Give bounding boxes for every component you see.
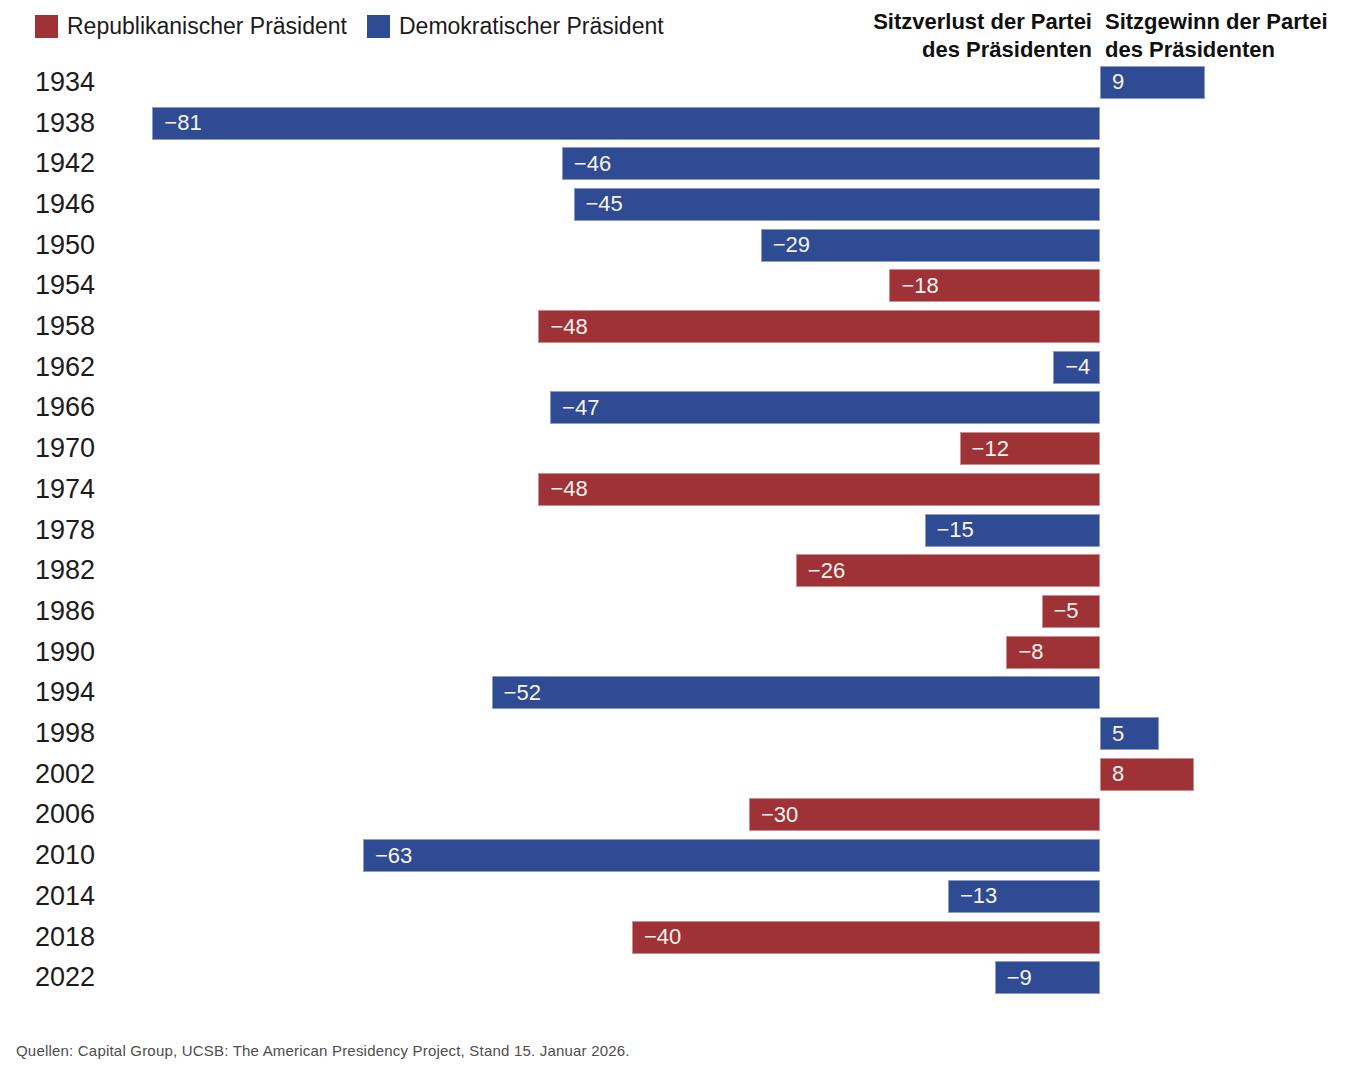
bar-1994: −52 xyxy=(492,676,1100,709)
bar-1958: −48 xyxy=(538,310,1100,343)
year-label-2014: 2014 xyxy=(35,876,105,917)
bar-1946: −45 xyxy=(574,188,1101,221)
bar-value-label: 8 xyxy=(1101,761,1124,787)
bar-value-label: −5 xyxy=(1043,598,1079,624)
midterm-seat-change-chart: Republikanischer Präsident Demokratische… xyxy=(0,0,1351,1080)
legend-item-democrat: Demokratischer Präsident xyxy=(367,13,664,40)
legend: Republikanischer Präsident Demokratische… xyxy=(35,13,664,40)
bar-value-label: −52 xyxy=(493,680,541,706)
year-label-1974: 1974 xyxy=(35,469,105,510)
year-label-1966: 1966 xyxy=(35,388,105,429)
bar-1962: −4 xyxy=(1053,351,1100,384)
year-label-2018: 2018 xyxy=(35,917,105,958)
bar-chart: 193491938−811942−461946−451950−291954−18… xyxy=(0,62,1351,1002)
bar-value-label: −15 xyxy=(926,517,974,543)
year-label-1938: 1938 xyxy=(35,103,105,144)
bar-value-label: −46 xyxy=(563,151,611,177)
seat-loss-header: Sitzverlust der Partei des Präsidenten xyxy=(842,8,1092,64)
bar-2018: −40 xyxy=(632,921,1100,954)
year-label-1962: 1962 xyxy=(35,347,105,388)
year-label-2002: 2002 xyxy=(35,754,105,795)
year-label-1998: 1998 xyxy=(35,713,105,754)
bar-value-label: −30 xyxy=(750,802,798,828)
year-label-1970: 1970 xyxy=(35,428,105,469)
democrat-swatch-icon xyxy=(367,15,390,38)
bar-value-label: −29 xyxy=(762,232,810,258)
year-label-1994: 1994 xyxy=(35,673,105,714)
bar-1934: 9 xyxy=(1100,66,1205,99)
year-label-1986: 1986 xyxy=(35,591,105,632)
bar-1990: −8 xyxy=(1006,636,1100,669)
bar-2002: 8 xyxy=(1100,758,1194,791)
year-label-2006: 2006 xyxy=(35,795,105,836)
bar-value-label: −26 xyxy=(797,558,845,584)
legend-label-republican: Republikanischer Präsident xyxy=(67,13,347,40)
bar-2006: −30 xyxy=(749,798,1100,831)
bar-value-label: 9 xyxy=(1101,69,1124,95)
bar-2022: −9 xyxy=(995,961,1100,994)
bar-value-label: −45 xyxy=(575,191,623,217)
bar-value-label: 5 xyxy=(1101,721,1124,747)
year-label-1942: 1942 xyxy=(35,143,105,184)
year-label-2022: 2022 xyxy=(35,957,105,998)
seat-gain-header: Sitzgewinn der Partei des Präsidenten xyxy=(1105,8,1351,64)
bar-value-label: −4 xyxy=(1054,354,1090,380)
bar-value-label: −48 xyxy=(539,314,587,340)
legend-item-republican: Republikanischer Präsident xyxy=(35,13,347,40)
bar-value-label: −63 xyxy=(364,843,412,869)
year-label-1954: 1954 xyxy=(35,266,105,307)
bar-1986: −5 xyxy=(1042,595,1101,628)
year-label-1958: 1958 xyxy=(35,306,105,347)
bar-1970: −12 xyxy=(960,432,1100,465)
bar-1982: −26 xyxy=(796,554,1100,587)
bar-value-label: −40 xyxy=(633,924,681,950)
bar-value-label: −12 xyxy=(961,436,1009,462)
bar-2014: −13 xyxy=(948,880,1100,913)
bar-1954: −18 xyxy=(889,269,1100,302)
bar-value-label: −9 xyxy=(996,965,1032,991)
legend-label-democrat: Demokratischer Präsident xyxy=(399,13,664,40)
republican-swatch-icon xyxy=(35,15,58,38)
year-label-1950: 1950 xyxy=(35,225,105,266)
bar-1942: −46 xyxy=(562,147,1100,180)
bar-1950: −29 xyxy=(761,229,1100,262)
year-label-2010: 2010 xyxy=(35,835,105,876)
bar-value-label: −47 xyxy=(551,395,599,421)
bar-value-label: −18 xyxy=(890,273,938,299)
source-note: Quellen: Capital Group, UCSB: The Americ… xyxy=(16,1042,630,1059)
year-label-1982: 1982 xyxy=(35,550,105,591)
year-label-1934: 1934 xyxy=(35,62,105,103)
bar-1998: 5 xyxy=(1100,717,1159,750)
bar-1966: −47 xyxy=(550,391,1100,424)
year-label-1990: 1990 xyxy=(35,632,105,673)
bar-2010: −63 xyxy=(363,839,1100,872)
bar-1974: −48 xyxy=(538,473,1100,506)
bar-value-label: −13 xyxy=(949,883,997,909)
bar-value-label: −8 xyxy=(1007,639,1043,665)
year-label-1978: 1978 xyxy=(35,510,105,551)
bar-1978: −15 xyxy=(925,514,1101,547)
bar-value-label: −81 xyxy=(153,110,201,136)
bar-1938: −81 xyxy=(152,107,1100,140)
bar-value-label: −48 xyxy=(539,476,587,502)
year-label-1946: 1946 xyxy=(35,184,105,225)
